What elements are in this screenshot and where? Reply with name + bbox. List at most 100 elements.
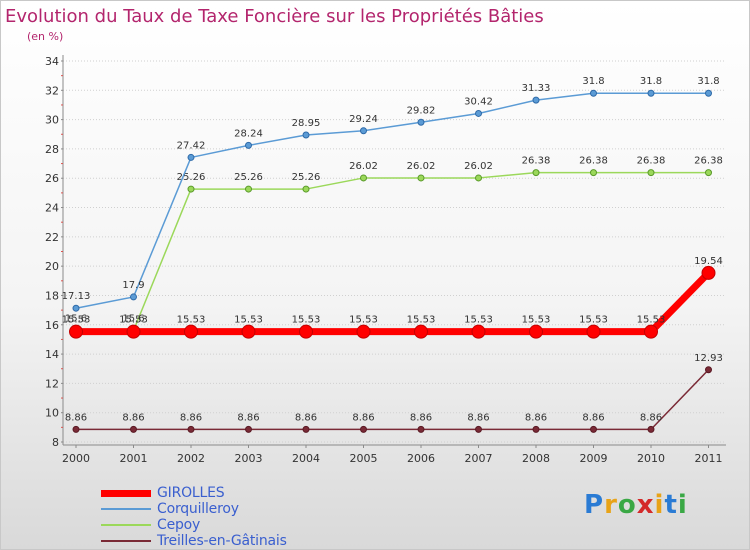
data-point-girolles <box>414 324 428 339</box>
data-label-girolles: 15.53 <box>62 315 91 326</box>
data-label-corquilleroy: 31.8 <box>582 76 604 87</box>
data-point-corquilleroy <box>72 304 80 312</box>
x-tick-label: 2009 <box>580 452 608 465</box>
x-tick-label: 2010 <box>637 452 665 465</box>
y-tick-label: 22 <box>45 231 59 244</box>
y-tick-label: 20 <box>45 260 59 273</box>
legend-item-cepoy[interactable]: Cepoy <box>101 517 287 533</box>
data-label-treilles: 8.86 <box>352 412 374 423</box>
data-point-cepoy <box>590 169 597 177</box>
data-point-girolles <box>126 324 141 339</box>
data-point-corquilleroy <box>475 109 482 117</box>
data-label-girolles: 19.54 <box>694 256 723 267</box>
data-label-corquilleroy: 17.13 <box>62 291 91 302</box>
data-point-corquilleroy <box>360 127 367 135</box>
data-label-cepoy: 15.6 <box>122 314 144 325</box>
data-label-girolles: 15.53 <box>234 315 263 326</box>
data-point-cepoy <box>705 169 712 177</box>
data-point-girolles <box>529 324 543 339</box>
y-tick-label: 12 <box>45 377 59 390</box>
data-label-treilles: 8.86 <box>640 412 662 423</box>
y-tick-label: 14 <box>45 348 59 361</box>
data-label-cepoy: 26.38 <box>694 156 723 167</box>
y-tick-label: 10 <box>45 407 59 420</box>
data-point-girolles <box>586 324 601 339</box>
data-label-cepoy: 26.38 <box>522 156 551 167</box>
data-point-girolles <box>184 324 198 339</box>
legend-label-girolles: GIROLLES <box>157 485 225 501</box>
legend-item-girolles[interactable]: GIROLLES <box>101 485 287 501</box>
data-label-cepoy: 26.38 <box>579 156 608 167</box>
series-line-girolles <box>76 270 712 336</box>
data-point-corquilleroy <box>647 89 655 97</box>
y-tick-label: 28 <box>45 143 59 156</box>
data-point-treilles <box>302 425 310 433</box>
data-label-treilles: 8.86 <box>122 412 144 423</box>
data-label-girolles: 15.53 <box>637 315 666 326</box>
y-tick-label: 8 <box>52 436 59 449</box>
legend-label-cepoy: Cepoy <box>157 517 201 533</box>
data-point-girolles <box>299 324 313 339</box>
legend-swatch-girolles <box>101 489 151 497</box>
x-tick-label: 2001 <box>120 452 148 465</box>
legend-label-corquilleroy: Corquilleroy <box>157 501 239 517</box>
data-label-treilles: 12.93 <box>694 353 723 364</box>
data-label-corquilleroy: 31.8 <box>640 76 662 87</box>
legend-swatch-treilles <box>101 540 151 542</box>
data-point-corquilleroy <box>417 118 425 126</box>
data-label-girolles: 15.53 <box>177 315 206 326</box>
data-point-corquilleroy <box>187 153 195 161</box>
data-label-corquilleroy: 28.24 <box>234 128 263 139</box>
data-point-girolles <box>644 324 658 339</box>
legend-item-corquilleroy[interactable]: Corquilleroy <box>101 501 287 517</box>
data-point-cepoy <box>475 174 482 182</box>
data-label-treilles: 8.86 <box>295 412 317 423</box>
y-tick-label: 32 <box>45 84 59 97</box>
data-point-corquilleroy <box>245 141 252 149</box>
data-label-girolles: 15.53 <box>119 315 148 326</box>
data-label-cepoy: 15.6 <box>65 314 87 325</box>
data-point-cepoy <box>417 174 425 182</box>
data-label-cepoy: 25.26 <box>292 172 321 183</box>
data-point-girolles <box>471 324 486 339</box>
data-label-treilles: 8.86 <box>65 412 87 423</box>
data-label-corquilleroy: 27.42 <box>177 140 206 151</box>
series-line-corquilleroy <box>75 92 709 309</box>
series-line-treilles <box>76 369 710 431</box>
data-label-girolles: 15.53 <box>407 315 436 326</box>
y-tick-label: 16 <box>45 319 59 332</box>
data-point-girolles <box>701 265 716 280</box>
data-point-cepoy <box>532 169 540 177</box>
data-label-corquilleroy: 30.42 <box>464 96 493 107</box>
data-point-girolles <box>241 324 256 339</box>
data-point-cepoy <box>302 185 310 193</box>
data-point-treilles <box>417 425 425 433</box>
data-point-treilles <box>532 425 540 433</box>
data-label-treilles: 8.86 <box>410 412 432 423</box>
brand-logo: Proxiti <box>584 490 688 520</box>
data-point-treilles <box>245 425 252 433</box>
data-point-treilles <box>590 425 597 433</box>
legend-item-treilles[interactable]: Treilles-en-Gâtinais <box>101 533 287 549</box>
data-label-girolles: 15.53 <box>349 315 378 326</box>
y-tick-label: 30 <box>45 114 59 127</box>
data-point-cepoy <box>360 174 367 182</box>
legend: GIROLLES Corquilleroy Cepoy Treilles-en-… <box>101 485 287 549</box>
data-label-cepoy: 25.26 <box>177 172 206 183</box>
data-label-corquilleroy: 17.9 <box>122 280 144 291</box>
brand-letter: x <box>636 490 655 520</box>
data-label-treilles: 8.86 <box>237 412 259 423</box>
chart-title: Evolution du Taux de Taxe Foncière sur l… <box>5 6 544 27</box>
x-tick-label: 2008 <box>522 452 550 465</box>
legend-label-treilles: Treilles-en-Gâtinais <box>157 533 287 549</box>
brand-letter: P <box>584 490 605 520</box>
y-tick-label: 18 <box>45 289 59 302</box>
chart-subtitle: (en %) <box>27 30 64 43</box>
x-tick-label: 2002 <box>177 452 205 465</box>
data-label-girolles: 15.53 <box>579 315 608 326</box>
y-tick-label: 26 <box>45 172 59 185</box>
x-tick-label: 2011 <box>695 452 723 465</box>
data-point-treilles <box>187 425 195 433</box>
data-point-treilles <box>72 425 80 433</box>
